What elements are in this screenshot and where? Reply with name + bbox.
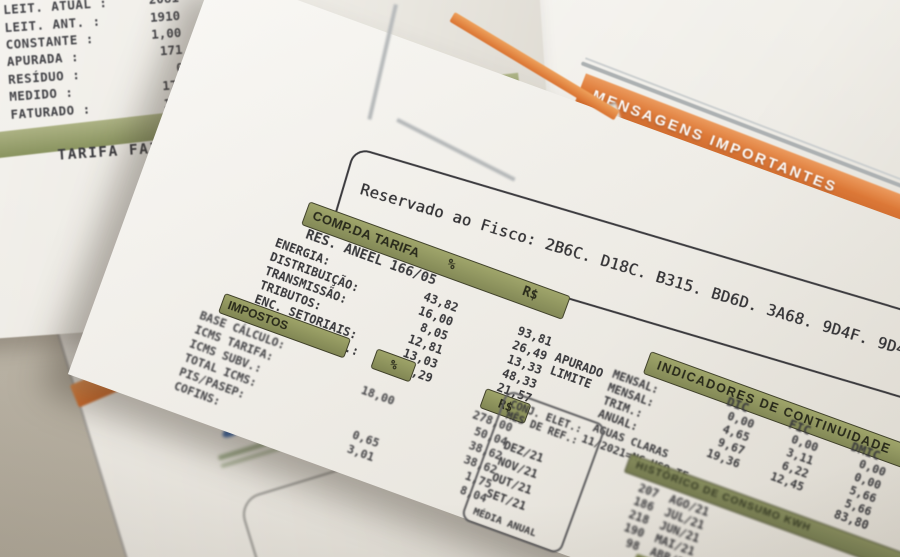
reference-months-list: DEZ/21 NOV/21 OUT/21 SET/21 bbox=[483, 438, 545, 516]
meter-value: 1,00 bbox=[150, 24, 182, 42]
meter-value: 1910 bbox=[149, 7, 181, 25]
meter-reading-table: LEIT. ATUAL : 2081 LEIT. ANT. : 1910 CON… bbox=[3, 0, 187, 123]
percent-column-header: % bbox=[444, 256, 458, 274]
meter-value: 171 bbox=[159, 42, 183, 59]
currency-column-header: R$ bbox=[520, 284, 541, 304]
